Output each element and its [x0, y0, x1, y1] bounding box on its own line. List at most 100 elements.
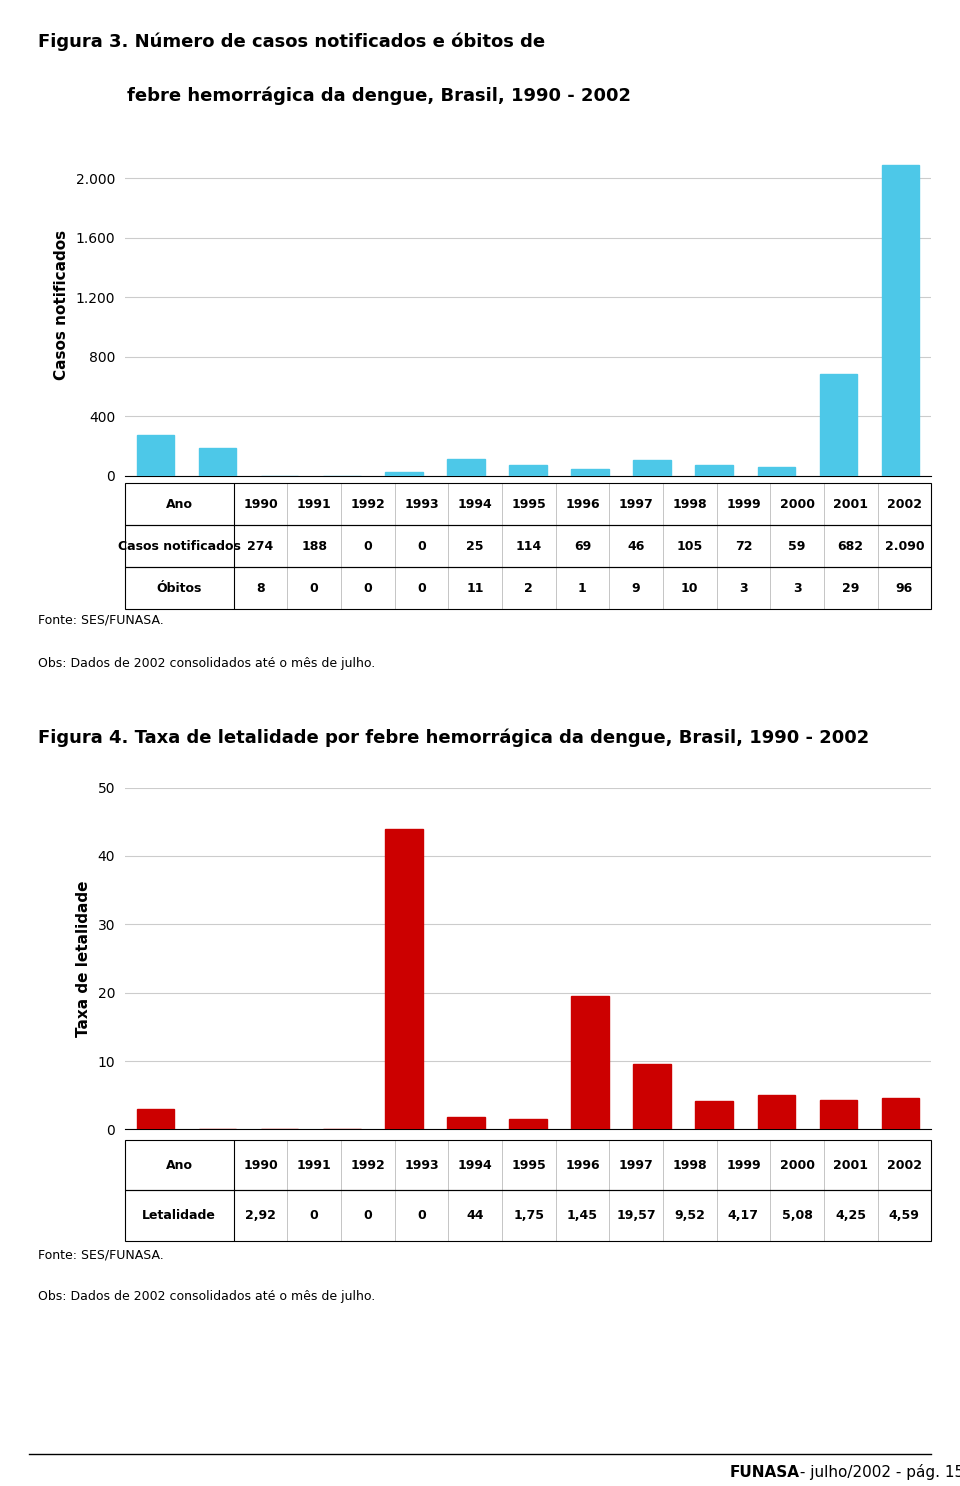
Text: 1999: 1999 [726, 1159, 760, 1171]
Text: 9,52: 9,52 [674, 1210, 706, 1221]
Text: 1997: 1997 [618, 1159, 654, 1171]
Bar [820, 374, 856, 476]
Text: 3: 3 [739, 581, 748, 594]
Text: 1,75: 1,75 [514, 1210, 544, 1221]
Text: 44: 44 [467, 1210, 484, 1221]
Text: 274: 274 [248, 539, 274, 553]
Text: 2001: 2001 [833, 498, 868, 511]
Text: 1990: 1990 [243, 1159, 277, 1171]
Bar [385, 829, 422, 1129]
Bar [447, 1117, 485, 1129]
Text: 1995: 1995 [512, 498, 546, 511]
Y-axis label: Taxa de letalidade: Taxa de letalidade [76, 880, 90, 1037]
Text: 105: 105 [677, 539, 703, 553]
Text: 1991: 1991 [297, 1159, 331, 1171]
Bar [757, 467, 795, 476]
Text: 4,25: 4,25 [835, 1210, 866, 1221]
Text: 2: 2 [524, 581, 533, 594]
Text: 1996: 1996 [565, 1159, 600, 1171]
Text: 1992: 1992 [350, 498, 385, 511]
Bar [571, 996, 609, 1129]
Text: 46: 46 [628, 539, 645, 553]
Text: Obs: Dados de 2002 consolidados até o mês de julho.: Obs: Dados de 2002 consolidados até o mê… [38, 657, 375, 670]
Text: Fonte: SES/FUNASA.: Fonte: SES/FUNASA. [38, 614, 164, 627]
Text: 1997: 1997 [618, 498, 654, 511]
Text: 0: 0 [310, 1210, 319, 1221]
Text: 9: 9 [632, 581, 640, 594]
Text: 8: 8 [256, 581, 265, 594]
Bar [571, 468, 609, 476]
Bar [200, 447, 236, 476]
Text: 0: 0 [310, 581, 319, 594]
Text: 1999: 1999 [726, 498, 760, 511]
Text: Ano: Ano [166, 1159, 193, 1171]
Text: 69: 69 [574, 539, 591, 553]
Text: 0: 0 [417, 581, 426, 594]
Text: 0: 0 [417, 539, 426, 553]
Bar [820, 1100, 856, 1129]
Text: 11: 11 [467, 581, 484, 594]
Bar [634, 1064, 671, 1129]
Text: 72: 72 [734, 539, 752, 553]
Bar [125, 1140, 931, 1190]
Text: 1992: 1992 [350, 1159, 385, 1171]
Text: 19,57: 19,57 [616, 1210, 656, 1221]
Text: 5,08: 5,08 [781, 1210, 812, 1221]
Text: - julho/2002 - pág. 15: - julho/2002 - pág. 15 [795, 1464, 960, 1480]
Bar [385, 473, 422, 476]
Text: 2002: 2002 [887, 1159, 922, 1171]
Bar [125, 1190, 931, 1241]
Text: 3: 3 [793, 581, 802, 594]
Bar [510, 1119, 546, 1129]
Text: 4,59: 4,59 [889, 1210, 920, 1221]
Text: 114: 114 [516, 539, 541, 553]
Text: 0: 0 [364, 1210, 372, 1221]
Text: Ano: Ano [166, 498, 193, 511]
Text: 1993: 1993 [404, 498, 439, 511]
Text: 1998: 1998 [672, 1159, 708, 1171]
Text: 4,17: 4,17 [728, 1210, 759, 1221]
Text: Casos notificados: Casos notificados [118, 539, 241, 553]
Bar [125, 525, 931, 568]
Text: 0: 0 [364, 539, 372, 553]
Text: 2.090: 2.090 [884, 539, 924, 553]
Bar [695, 1101, 732, 1129]
Bar [695, 465, 732, 476]
Bar [881, 165, 919, 476]
Text: 2000: 2000 [780, 498, 814, 511]
Text: 25: 25 [467, 539, 484, 553]
Text: Fonte: SES/FUNASA.: Fonte: SES/FUNASA. [38, 1248, 164, 1262]
Text: 2000: 2000 [780, 1159, 814, 1171]
Text: 1,45: 1,45 [567, 1210, 598, 1221]
Text: FUNASA: FUNASA [730, 1465, 800, 1480]
Text: Óbitos: Óbitos [156, 581, 202, 594]
Y-axis label: Casos notificados: Casos notificados [54, 229, 68, 380]
Bar [757, 1095, 795, 1129]
Bar [125, 483, 931, 525]
Text: Figura 4. Taxa de letalidade por febre hemorrágica da dengue, Brasil, 1990 - 200: Figura 4. Taxa de letalidade por febre h… [38, 728, 870, 746]
Text: 0: 0 [417, 1210, 426, 1221]
Text: 29: 29 [842, 581, 859, 594]
Bar [510, 465, 546, 476]
Bar [634, 459, 671, 476]
Text: 188: 188 [301, 539, 327, 553]
Text: 1998: 1998 [672, 498, 708, 511]
Text: 682: 682 [838, 539, 864, 553]
Text: 10: 10 [681, 581, 699, 594]
Text: 1: 1 [578, 581, 587, 594]
Text: 1994: 1994 [458, 1159, 492, 1171]
Bar [447, 459, 485, 476]
Text: Letalidade: Letalidade [142, 1210, 216, 1221]
Text: 2002: 2002 [887, 498, 922, 511]
Bar [881, 1098, 919, 1129]
Text: 0: 0 [364, 581, 372, 594]
Bar [137, 435, 175, 476]
Text: 1993: 1993 [404, 1159, 439, 1171]
Text: 1995: 1995 [512, 1159, 546, 1171]
Text: 1994: 1994 [458, 498, 492, 511]
Text: Figura 3. Número de casos notificados e óbitos de: Figura 3. Número de casos notificados e … [38, 33, 545, 51]
Text: 59: 59 [788, 539, 805, 553]
Text: 1996: 1996 [565, 498, 600, 511]
Text: 1990: 1990 [243, 498, 277, 511]
Bar [125, 568, 931, 609]
